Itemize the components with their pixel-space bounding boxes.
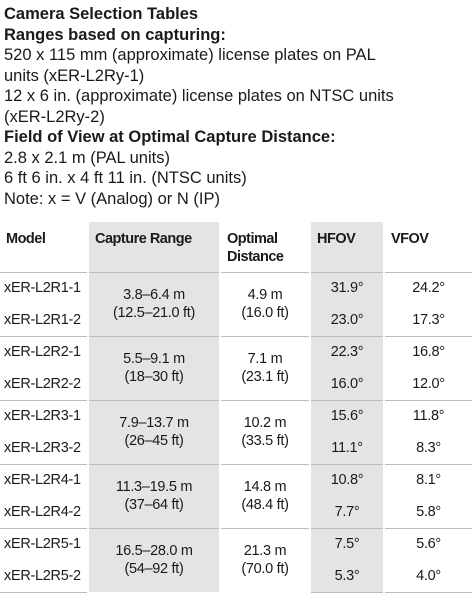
cell-model: xER-L2R2-2 <box>4 375 81 392</box>
cell-vfov: 5.6° <box>384 527 472 560</box>
fov-note: Note: x = V (Analog) or N (IP) <box>4 189 220 208</box>
cell-capture-range: 5.5–9.1 m (18–30 ft) <box>87 335 221 400</box>
cell-hfov: 15.6° <box>309 399 385 432</box>
cell-hfov: 7.7° <box>309 496 385 528</box>
header-vfov: VFOV <box>384 222 472 273</box>
header-optimal-distance: Optimal Distance <box>220 222 310 273</box>
optimal-distance-metric: 4.9 m <box>247 287 283 303</box>
intro-section: Camera Selection Tables Ranges based on … <box>0 0 472 209</box>
capture-range-feet: (54–92 ft) <box>124 561 184 578</box>
cell-model: xER-L2R3-2 <box>4 439 81 456</box>
cell-optimal-distance: 14.8 m (48.4 ft) <box>220 463 310 528</box>
table-row: xER-L2R5-2 5.3° 4.0° <box>0 560 472 593</box>
capture-range-metric: 11.3–19.5 m <box>115 479 193 495</box>
header-model: Model <box>0 222 88 273</box>
cell-vfov: 8.3° <box>416 439 441 456</box>
table-row: xER-L2R2-1 5.5–9.1 m (18–30 ft) 7.1 m (23.1 … <box>0 335 472 400</box>
cell-model: xER-L2R3-1 <box>0 399 88 432</box>
table-body: xER-L2R1-1 3.8–6.4 m (12.5–21.0 ft) 4.9 m (1… <box>0 271 472 593</box>
optimal-distance-feet: (70.0 ft) <box>241 561 289 578</box>
table-row: xER-L2R1-1 3.8–6.4 m (12.5–21.0 ft) 4.9 m (1… <box>0 271 472 336</box>
table-row: xER-L2R4-1 11.3–19.5 m (37–64 ft) 14.8 m (48… <box>0 463 472 528</box>
capture-range-feet: (18–30 ft) <box>124 369 184 385</box>
table-row: xER-L2R4-2 7.7° 5.8° <box>0 496 472 528</box>
cell-vfov: 12.0° <box>412 375 445 392</box>
range-line: 12 x 6 in. (approximate) license plates … <box>4 87 394 105</box>
cell-vfov: 8.1° <box>384 463 472 496</box>
cell-vfov: 17.3° <box>412 311 445 328</box>
cell-model: xER-L2R2-1 <box>0 335 88 368</box>
range-line: (xER-L2Ry-2) <box>4 107 105 126</box>
table-row: xER-L2R5-1 16.5–28.0 m (54–92 ft) 21.3 m (70… <box>0 527 472 592</box>
capture-range-metric: 7.9–13.7 m <box>119 415 189 431</box>
capture-range-metric: 16.5–28.0 m <box>115 543 193 560</box>
cell-model: xER-L2R4-2 <box>4 503 81 520</box>
optimal-distance-feet: (48.4 ft) <box>241 497 289 513</box>
cell-model: xER-L2R5-2 <box>0 560 88 593</box>
cell-vfov: 11.8° <box>384 399 472 432</box>
cell-model: xER-L2R1-1 <box>0 271 88 304</box>
cell-hfov: 16.0° <box>309 368 385 400</box>
cell-capture-range: 11.3–19.5 m (37–64 ft) <box>87 463 221 528</box>
cell-model: xER-L2R5-1 <box>0 527 88 560</box>
cell-hfov: 7.5° <box>309 527 385 560</box>
optimal-distance-metric: 10.2 m <box>243 415 287 431</box>
optimal-distance-feet: (23.1 ft) <box>241 369 289 385</box>
fov-line: 6 ft 6 in. x 4 ft 11 in. (NTSC units) <box>4 169 247 187</box>
page-title: Camera Selection Tables <box>4 5 199 23</box>
optimal-distance-feet: (16.0 ft) <box>241 305 289 321</box>
cell-optimal-distance: 7.1 m (23.1 ft) <box>220 335 310 400</box>
capture-range-feet: (37–64 ft) <box>124 497 184 513</box>
capture-range-metric: 3.8–6.4 m <box>123 287 185 303</box>
optimal-distance-metric: 21.3 m <box>243 543 287 560</box>
header-optimal-distance-line2: Distance <box>227 249 284 265</box>
table-header-row: Model Capture Range Optimal Distance HFO… <box>0 222 472 273</box>
cell-hfov: 10.8° <box>309 463 385 496</box>
cell-optimal-distance: 21.3 m (70.0 ft) <box>220 527 310 592</box>
cell-capture-range: 3.8–6.4 m (12.5–21.0 ft) <box>87 271 221 336</box>
cell-capture-range: 16.5–28.0 m (54–92 ft) <box>87 527 221 592</box>
cell-optimal-distance: 10.2 m (33.5 ft) <box>220 399 310 464</box>
cell-optimal-distance: 4.9 m (16.0 ft) <box>220 271 310 336</box>
capture-range-feet: (12.5–21.0 ft) <box>112 305 196 321</box>
fov-heading: Field of View at Optimal Capture Distanc… <box>4 128 336 146</box>
camera-selection-table: Model Capture Range Optimal Distance HFO… <box>0 222 472 593</box>
table-row: xER-L2R2-2 16.0° 12.0° <box>0 368 472 400</box>
range-line: units (xER-L2Ry-1) <box>4 66 145 85</box>
ranges-heading: Ranges based on capturing: <box>4 25 226 44</box>
cell-vfov: 24.2° <box>384 271 472 304</box>
cell-vfov: 5.8° <box>416 503 441 520</box>
optimal-distance-feet: (33.5 ft) <box>241 433 289 449</box>
cell-hfov: 5.3° <box>309 560 385 593</box>
cell-capture-range: 7.9–13.7 m (26–45 ft) <box>87 399 221 464</box>
table-row: xER-L2R1-2 23.0° 17.3° <box>0 304 472 336</box>
fov-line: 2.8 x 2.1 m (PAL units) <box>4 148 170 167</box>
header-optimal-distance-line1: Optimal <box>227 231 278 247</box>
cell-model: xER-L2R1-2 <box>4 311 81 328</box>
header-capture-range: Capture Range <box>87 222 221 273</box>
optimal-distance-metric: 14.8 m <box>243 479 287 495</box>
capture-range-metric: 5.5–9.1 m <box>123 351 185 367</box>
cell-hfov: 22.3° <box>309 335 385 368</box>
cell-hfov: 31.9° <box>309 271 385 304</box>
optimal-distance-metric: 7.1 m <box>247 351 283 367</box>
cell-vfov: 16.8° <box>384 335 472 368</box>
table-row: xER-L2R3-1 7.9–13.7 m (26–45 ft) 10.2 m (33.… <box>0 399 472 464</box>
header-hfov: HFOV <box>309 222 385 273</box>
cell-hfov: 11.1° <box>309 432 385 464</box>
cell-vfov: 4.0° <box>384 560 472 593</box>
table-row: xER-L2R3-2 11.1° 8.3° <box>0 432 472 464</box>
cell-hfov: 23.0° <box>309 304 385 336</box>
cell-model: xER-L2R4-1 <box>0 463 88 496</box>
range-line: 520 x 115 mm (approximate) license plate… <box>4 46 376 64</box>
capture-range-feet: (26–45 ft) <box>124 433 184 449</box>
